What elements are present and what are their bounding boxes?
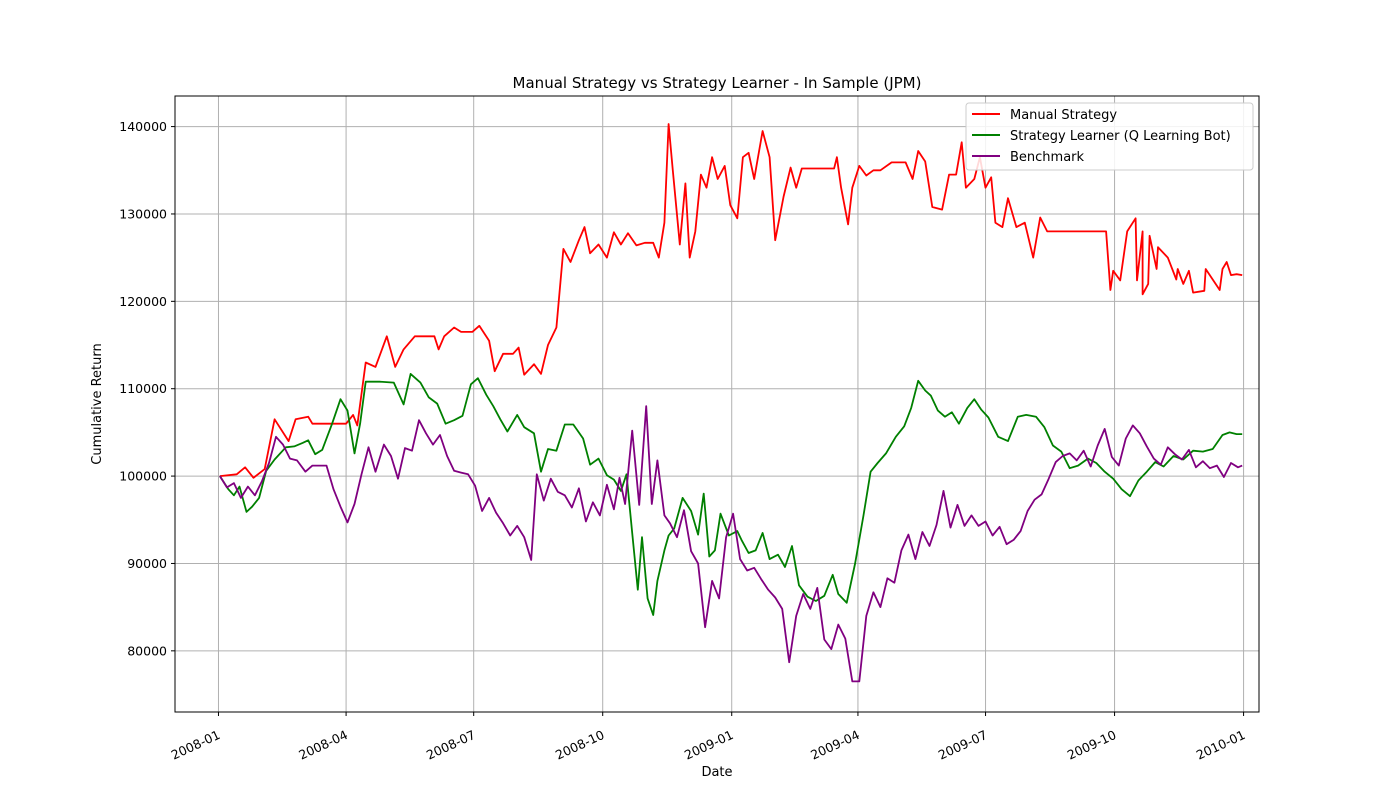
y-tick-label: 100000	[119, 469, 167, 484]
legend-frame	[965, 102, 1254, 171]
legend-label-manual-strategy: Manual Strategy	[1010, 108, 1117, 123]
y-tick-label: 110000	[119, 381, 167, 396]
plot-frame	[174, 95, 1260, 713]
series-lines	[219, 123, 1243, 683]
y-axis-label: Cumulative Return	[90, 343, 105, 464]
y-tick-label: 80000	[127, 643, 167, 658]
series-line-manual-strategy	[219, 123, 1243, 479]
series-line-strategy-learner-q-learning-bot	[219, 373, 1243, 616]
legend-label-benchmark: Benchmark	[1010, 150, 1085, 165]
legend: Manual Strategy Strategy Learner (Q Lear…	[965, 102, 1254, 171]
legend-label-strategy-learner: Strategy Learner (Q Learning Bot)	[1010, 129, 1231, 144]
x-axis-label: Date	[701, 765, 732, 780]
y-tick-label: 140000	[119, 119, 167, 134]
y-tick-label: 130000	[119, 206, 167, 221]
y-tick-label: 120000	[119, 294, 167, 309]
plot-background	[175, 96, 1259, 712]
grid	[175, 96, 1259, 712]
y-tick-label: 90000	[127, 556, 167, 571]
series-line-benchmark	[219, 405, 1243, 683]
chart-title: Manual Strategy vs Strategy Learner - In…	[513, 74, 922, 92]
